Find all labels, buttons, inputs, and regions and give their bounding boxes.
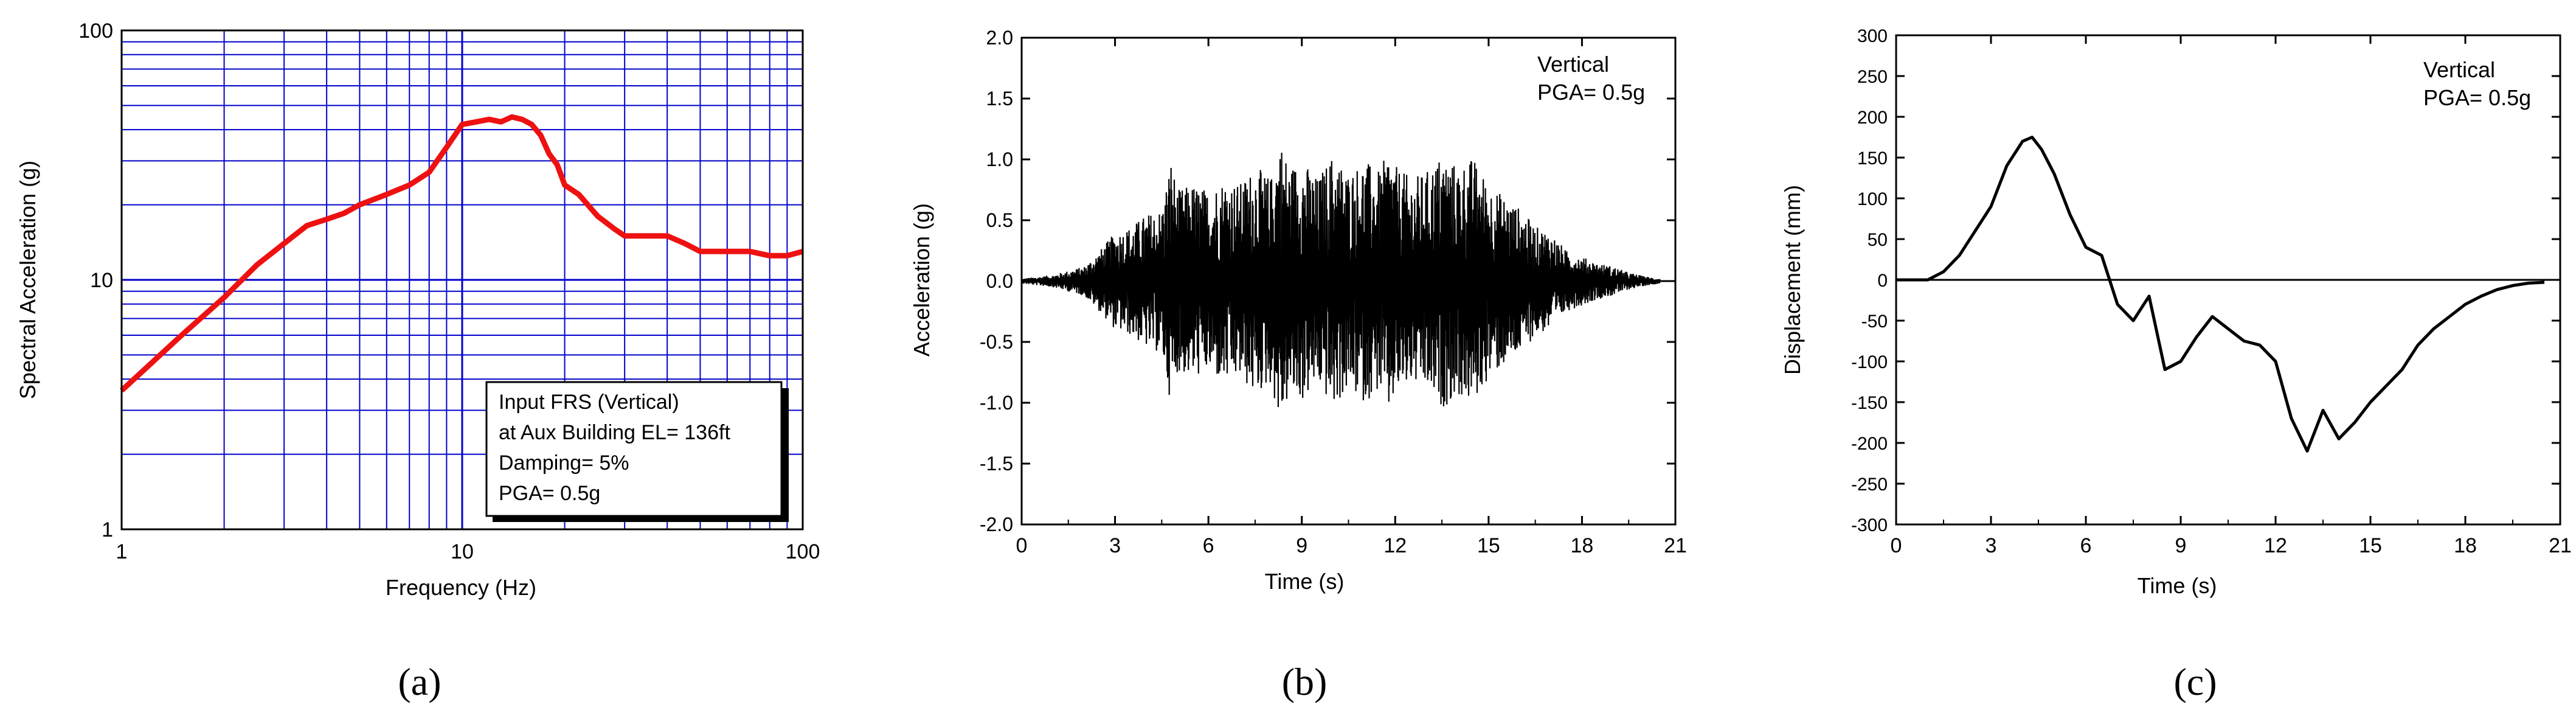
- tick-labels-a: 1 10 100 1 10 100: [78, 19, 820, 563]
- y-tick-label: -150: [1851, 393, 1888, 413]
- annotation-pga-b: PGA= 0.5g: [1537, 80, 1645, 105]
- chart-panel-b: 0 3 6 9 12 15 18 21 -2.0 -1.5 -1.0 -0.5 0.0 0.5 1.0 1.5…: [909, 27, 1687, 703]
- series-group-a: [119, 114, 804, 393]
- y-tick-label: 200: [1857, 108, 1888, 128]
- x-tick-label: 100: [786, 540, 820, 563]
- x-tick-label: 9: [2175, 534, 2187, 557]
- chart-panel-c: 0 3 6 9 12 15 18 21 -300 -250 -200 -150 -100 -50 0 50 10…: [1780, 26, 2572, 703]
- x-tick-label: 9: [1296, 534, 1307, 557]
- axes-c: [1895, 34, 2561, 526]
- annotation-vertical-b: Vertical: [1537, 52, 1609, 77]
- y-tick-label: 2.0: [986, 27, 1013, 49]
- y-axis-label-b: Acceleration (g): [909, 203, 934, 357]
- y-axis-label-c: Displacement (mm): [1780, 185, 1805, 375]
- x-axis-label-c: Time (s): [2138, 573, 2217, 598]
- x-tick-label: 10: [451, 540, 474, 563]
- y-tick-label: 0: [1877, 271, 1888, 291]
- y-tick-label: -2.0: [980, 513, 1013, 535]
- spectrum-line: [119, 114, 804, 393]
- legend-line: Damping= 5%: [499, 451, 629, 475]
- x-tick-label: 15: [2359, 534, 2382, 557]
- annotation-pga-c: PGA= 0.5g: [2423, 85, 2531, 110]
- x-tick-label: 18: [2454, 534, 2477, 557]
- y-tick-label: -300: [1851, 515, 1888, 535]
- x-tick-label: 15: [1477, 534, 1500, 557]
- tick-labels-c: 0 3 6 9 12 15 18 21 -300 -250 -200 -150 -100 -50 0 50 10…: [1851, 26, 2572, 557]
- axes-a: [120, 29, 804, 531]
- legend-line: at Aux Building EL= 136ft: [499, 421, 730, 444]
- x-tick-label: 6: [1203, 534, 1214, 557]
- series-group-b: [1020, 152, 1661, 408]
- panel-caption-c: (c): [2173, 660, 2217, 703]
- plot-frame-a: [120, 29, 804, 531]
- chart-panel-a: 1 10 100 1 10 100 Frequency (Hz) Spectral Acc…: [15, 19, 820, 703]
- legend-line: PGA= 0.5g: [499, 482, 600, 505]
- x-tick-label: 3: [1986, 534, 1997, 557]
- legend-shadow-right: [781, 388, 789, 522]
- y-tick-label: 250: [1857, 67, 1888, 87]
- y-tick-label: 100: [1857, 189, 1888, 209]
- x-tick-label: 21: [2549, 534, 2572, 557]
- legend-line: Input FRS (Vertical): [499, 391, 679, 414]
- series-group-c: [1896, 136, 2545, 453]
- y-axis-label-a: Spectral Acceleration (g): [15, 161, 40, 399]
- y-tick-label: 150: [1857, 148, 1888, 169]
- displacement-line: [1896, 136, 2545, 453]
- x-tick-label: 12: [1383, 534, 1407, 557]
- tick-labels-b: 0 3 6 9 12 15 18 21 -2.0 -1.5 -1.0 -0.5 0.0 0.5 1.0 1.5…: [980, 27, 1687, 557]
- y-tick-label: -200: [1851, 434, 1888, 454]
- y-tick-label: 300: [1857, 26, 1888, 46]
- x-axis-label-b: Time (s): [1265, 569, 1345, 594]
- y-tick-label: 100: [78, 19, 113, 43]
- panel-caption-a: (a): [398, 660, 441, 703]
- legend-shadow-bottom: [493, 516, 789, 522]
- x-tick-label: 21: [1664, 534, 1687, 557]
- x-tick-label: 3: [1109, 534, 1121, 557]
- x-tick-label: 18: [1571, 534, 1594, 557]
- x-tick-label: 0: [1891, 534, 1902, 557]
- y-tick-label: -1.0: [980, 392, 1013, 414]
- acceleration-line: [1020, 152, 1661, 408]
- panel-caption-b: (b): [1282, 660, 1328, 703]
- y-tick-label: 10: [90, 269, 113, 292]
- y-tick-label: 1: [102, 518, 113, 541]
- legend-a: Input FRS (Vertical) at Aux Building EL= …: [485, 381, 789, 522]
- y-tick-label: 1.5: [986, 88, 1013, 110]
- y-tick-label: 50: [1868, 230, 1888, 250]
- y-tick-label: 1.0: [986, 148, 1013, 170]
- y-tick-label: -50: [1861, 312, 1888, 332]
- y-tick-label: -1.5: [980, 453, 1013, 475]
- axes-b: [1020, 37, 1677, 526]
- x-tick-label: 6: [2080, 534, 2092, 557]
- x-tick-label: 0: [1016, 534, 1028, 557]
- y-tick-label: -250: [1851, 475, 1888, 495]
- annotation-vertical-c: Vertical: [2423, 57, 2495, 82]
- y-tick-label: 0.0: [986, 270, 1013, 292]
- y-tick-label: -100: [1851, 352, 1888, 372]
- y-tick-label: 0.5: [986, 209, 1013, 231]
- y-tick-label: -0.5: [980, 331, 1013, 353]
- x-tick-label: 1: [116, 540, 128, 563]
- x-axis-label-a: Frequency (Hz): [386, 575, 536, 600]
- x-tick-label: 12: [2264, 534, 2287, 557]
